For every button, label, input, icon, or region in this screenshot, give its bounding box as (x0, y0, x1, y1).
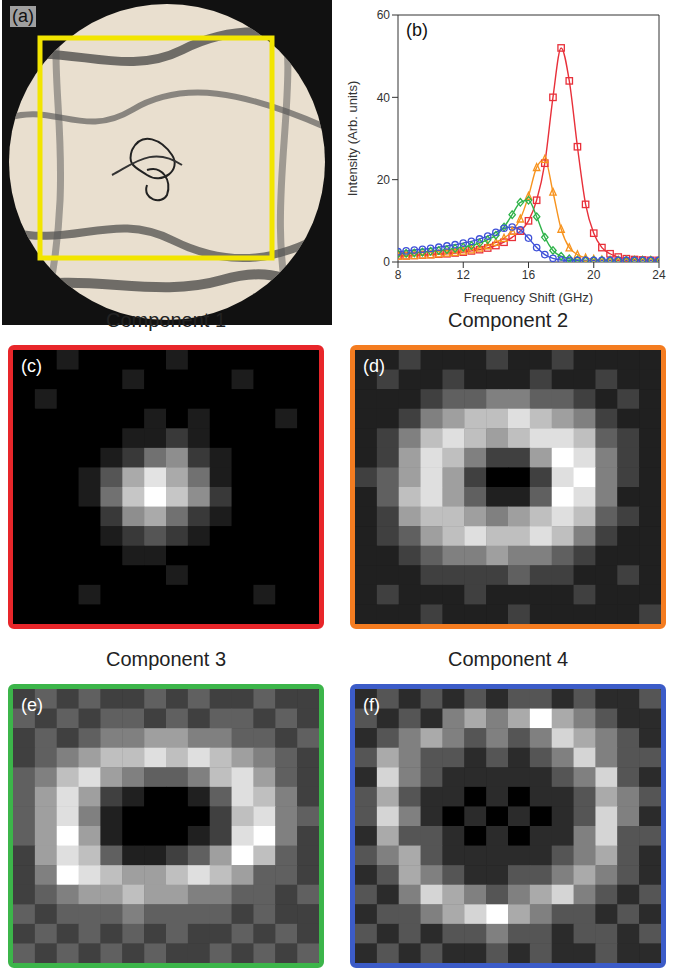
svg-text:60: 60 (377, 8, 391, 22)
html-text:Component 2: Component 2 (448, 309, 568, 331)
html-text:(a): (a) (12, 6, 34, 26)
html-text:(d): (d) (363, 356, 385, 376)
html-text:Component 4: Component 4 (448, 648, 568, 670)
html-text:(b): (b) (406, 20, 428, 40)
html-text:(f): (f) (363, 695, 380, 715)
html-text:Component 1: Component 1 (106, 309, 226, 331)
svg-text:0: 0 (383, 255, 390, 269)
svg-text:Intensity (Arb. units): Intensity (Arb. units) (345, 81, 360, 197)
svg-text:16: 16 (522, 268, 536, 282)
svg-text:20: 20 (377, 173, 391, 187)
html-text:(e): (e) (21, 695, 43, 715)
html-text:Component 3: Component 3 (106, 648, 226, 670)
svg-text:Frequency Shift (GHz): Frequency Shift (GHz) (464, 290, 593, 305)
html-text:(c): (c) (21, 356, 42, 376)
svg-text:8: 8 (395, 268, 402, 282)
svg-text:24: 24 (652, 268, 666, 282)
svg-text:40: 40 (377, 91, 391, 105)
svg-text:20: 20 (587, 268, 601, 282)
svg-text:12: 12 (457, 268, 471, 282)
